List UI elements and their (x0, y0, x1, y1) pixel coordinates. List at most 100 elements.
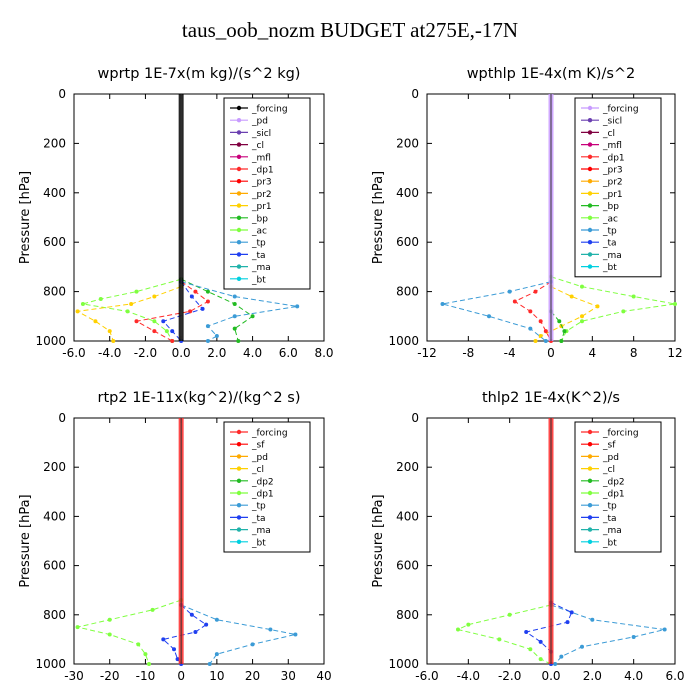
legend-label: _bp (602, 202, 619, 212)
y-tick-label: 600 (43, 235, 66, 249)
y-tick-label: 1000 (388, 334, 419, 348)
y-tick-label: 0 (58, 411, 66, 425)
legend-marker (236, 527, 242, 532)
series-line-ta (162, 281, 204, 342)
series-point (80, 301, 85, 306)
legend-marker (236, 105, 242, 111)
series-point (559, 339, 564, 343)
series-line-tp (181, 281, 298, 342)
legend-marker (587, 203, 593, 208)
series-line-tp (550, 604, 665, 665)
legend-marker (236, 264, 242, 269)
series-point (538, 657, 543, 662)
legend-marker (236, 503, 242, 508)
series-line-dp1 (77, 599, 182, 665)
legend-label: _tp (251, 502, 266, 512)
legend-marker (236, 227, 242, 233)
series-point (236, 339, 241, 343)
series-point (595, 304, 600, 309)
series-point (170, 329, 175, 334)
series-point (580, 319, 584, 324)
series-point (93, 319, 98, 324)
series-point (293, 632, 298, 637)
y-tick-label: 800 (43, 285, 66, 299)
legend-marker (587, 442, 593, 447)
figure-title: taus_oob_nozm BUDGET at275E,-17N (181, 18, 519, 42)
series-point (107, 617, 112, 622)
x-tick-label: -6.0 (62, 346, 85, 360)
legend-label: _bt (602, 263, 617, 273)
series-line-bp (550, 311, 565, 342)
x-tick-label: -4 (504, 346, 516, 360)
legend-label: _sicl (251, 129, 271, 139)
y-tick-label: 800 (396, 608, 419, 622)
panel-title: rtp2 1E-11x(kg^2)/(kg^2 s) (98, 390, 301, 406)
legend-label: _ta (251, 514, 266, 524)
legend-marker (587, 240, 593, 245)
series-point (524, 630, 529, 635)
y-tick-label: 600 (396, 235, 419, 249)
series-point (125, 309, 130, 314)
x-tick-label: 4 (589, 346, 597, 360)
series-point (136, 642, 141, 647)
legend-marker (587, 142, 593, 147)
legend-marker (236, 478, 242, 483)
panel-title: wprtp 1E-7x(m kg)/(s^2 kg) (98, 66, 301, 82)
legend-label: _cl (602, 465, 615, 475)
legend-label: _ma (251, 526, 271, 536)
x-tick-label: 30 (281, 669, 296, 683)
series-point (152, 294, 157, 299)
legend-marker (236, 154, 242, 159)
series-point (538, 639, 543, 644)
legend-marker (587, 539, 593, 544)
x-tick-label: 4.0 (624, 669, 643, 683)
x-tick-label: 12 (667, 346, 682, 360)
x-tick-label: -30 (64, 669, 84, 683)
legend-label: _mfl (251, 153, 271, 163)
legend-label: _pr3 (251, 178, 272, 188)
legend-marker (587, 252, 593, 257)
legend-label: _tp (251, 239, 266, 249)
legend-label: _sf (251, 441, 265, 451)
series-point (466, 622, 471, 627)
legend-label: _forcing (602, 105, 639, 115)
series-line-pr1 (76, 286, 182, 342)
series-line-ta (162, 604, 208, 665)
series-point (569, 294, 574, 299)
series-line-ac (82, 278, 182, 342)
chart-panel-1: wprtp 1E-7x(m kg)/(s^2 kg) Pressure [hPa]… (18, 66, 334, 360)
legend-label: _cl (251, 141, 264, 151)
legend-marker (236, 442, 242, 447)
y-tick-label: 200 (396, 460, 419, 474)
y-tick-label: 800 (396, 285, 419, 299)
series-point (631, 634, 636, 639)
series-point (232, 301, 237, 306)
series-point (533, 339, 538, 343)
series-point (161, 319, 166, 324)
series-point (232, 326, 237, 331)
series-point (557, 319, 562, 324)
legend-marker (236, 215, 242, 220)
legend-label: _pd (251, 453, 268, 463)
y-axis-label: Pressure [hPa] (371, 494, 386, 587)
legend-marker (236, 130, 242, 135)
series-point (562, 329, 567, 334)
series-point (580, 314, 584, 319)
chart-panel-2: wpthlp 1E-4x(m K)/s^2 Pressure [hPa] -12 -8… (371, 66, 683, 360)
y-tick-label: 400 (396, 509, 419, 523)
series-point (268, 627, 273, 632)
y-tick-label: 1000 (35, 657, 66, 671)
series-point (590, 617, 595, 622)
legend-label: _dp1 (251, 166, 274, 176)
series-line-dp1 (456, 604, 552, 665)
series-point (528, 309, 533, 314)
series-line-tp (180, 604, 296, 665)
x-tick-label: 4.0 (243, 346, 262, 360)
x-tick-label: 0.0 (172, 346, 191, 360)
legend-marker (236, 191, 242, 196)
legend-label: _dp2 (602, 477, 625, 487)
series-point (543, 329, 548, 334)
legend-label: _cl (602, 129, 615, 139)
series-point (580, 644, 584, 649)
legend-marker (587, 105, 593, 111)
